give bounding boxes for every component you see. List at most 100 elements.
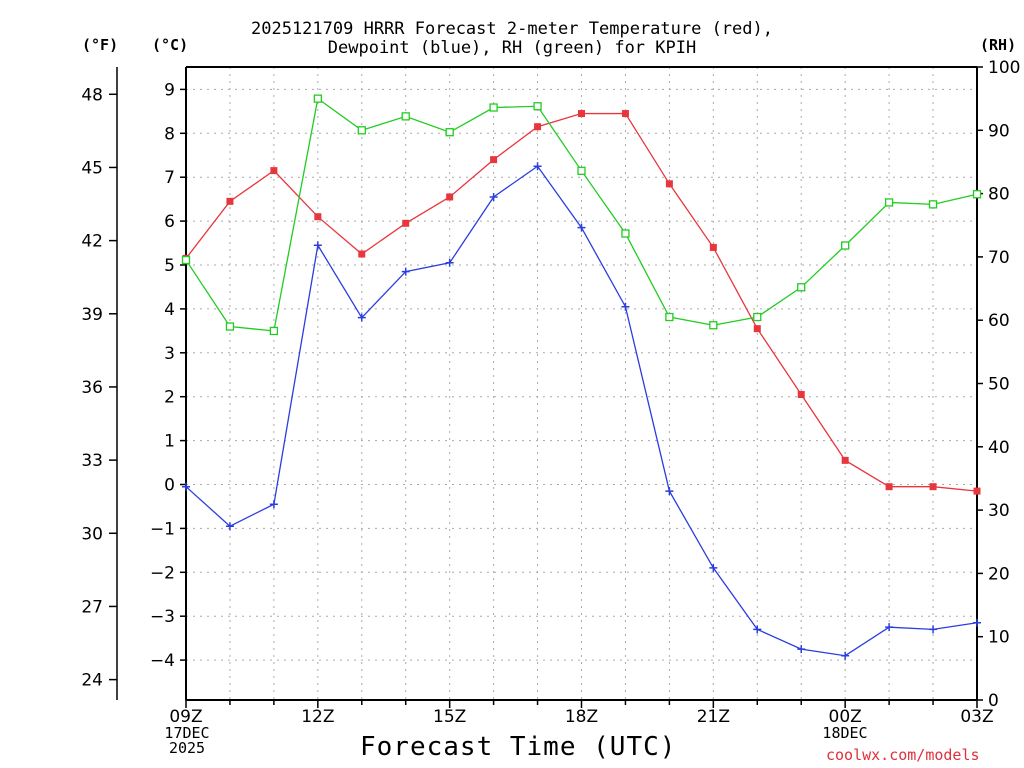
rh-point xyxy=(181,255,191,265)
fahrenheit-tick-label: 39 xyxy=(81,305,103,325)
fahrenheit-tick-label: 33 xyxy=(81,451,103,471)
rh-point xyxy=(928,200,938,209)
dewpoint-point xyxy=(753,625,762,634)
celsius-tick-label: 3 xyxy=(164,344,175,364)
rh-tick-label: 80 xyxy=(988,185,1010,205)
x-tick-label: 00Z xyxy=(829,707,862,727)
fahrenheit-unit-label: (°F) xyxy=(82,36,119,54)
temperature-point xyxy=(534,123,542,131)
rh-point xyxy=(445,128,454,137)
rh-tick-label: 30 xyxy=(988,501,1010,521)
dewpoint-point xyxy=(929,625,938,634)
dewpoint-point xyxy=(269,500,278,509)
temperature-point xyxy=(973,487,981,495)
dewpoint-point xyxy=(885,623,894,632)
dewpoint-point xyxy=(357,313,366,322)
celsius-tick-label: 4 xyxy=(164,300,175,320)
rh-point xyxy=(225,322,235,331)
fahrenheit-tick-label: 27 xyxy=(81,597,103,617)
celsius-tick-label: 2 xyxy=(164,388,175,408)
temperature-point xyxy=(226,197,234,205)
temperature-point xyxy=(490,156,498,164)
start-date-day: 17DEC xyxy=(164,724,210,742)
rh-tick-label: 60 xyxy=(988,311,1010,331)
mid-date-day: 18DEC xyxy=(822,724,868,742)
dewpoint-point xyxy=(401,267,410,276)
x-tick-label: 18Z xyxy=(565,707,598,727)
temperature-point xyxy=(358,250,366,258)
celsius-tick-label: 0 xyxy=(164,476,175,496)
rh-unit-label: (RH) xyxy=(980,36,1017,54)
rh-point xyxy=(313,94,322,103)
dewpoint-point xyxy=(313,241,322,250)
rh-point xyxy=(797,283,806,292)
rh-tick-label: 90 xyxy=(988,121,1010,141)
temperature-point xyxy=(402,219,410,227)
rh-tick-label: 50 xyxy=(988,375,1010,395)
rh-point xyxy=(709,321,718,330)
chart-title-line2: Dewpoint (blue), RH (green) for KPIH xyxy=(327,38,697,58)
temperature-point xyxy=(270,167,278,175)
temperature-point xyxy=(314,213,322,221)
fahrenheit-tick-label: 30 xyxy=(81,524,103,544)
dewpoint-point xyxy=(533,162,542,171)
x-tick-label: 09Z xyxy=(169,707,202,727)
temperature-point xyxy=(709,243,717,251)
rh-tick-label: 100 xyxy=(988,58,1020,78)
rh-point xyxy=(841,241,850,250)
dewpoint-point xyxy=(182,482,190,491)
x-axis-title: Forecast Time (UTC) xyxy=(360,732,677,762)
temperature-point xyxy=(446,193,454,201)
rh-point xyxy=(401,112,410,121)
x-tick-label: 12Z xyxy=(301,707,334,727)
x-tick-label: 15Z xyxy=(433,707,466,727)
rh-point xyxy=(533,102,542,111)
rh-tick-label: 0 xyxy=(988,691,999,711)
dewpoint-point xyxy=(445,258,454,267)
celsius-tick-label: −2 xyxy=(150,563,175,583)
credit-link[interactable]: coolwx.com/models xyxy=(826,746,980,764)
dewpoint-point xyxy=(709,563,718,572)
celsius-tick-label: −4 xyxy=(150,651,175,671)
chart-title-line1: 2025121709 HRRR Forecast 2-meter Tempera… xyxy=(251,19,773,39)
celsius-tick-label: 9 xyxy=(164,80,175,100)
rh-point xyxy=(577,166,586,175)
fahrenheit-tick-label: 42 xyxy=(81,232,103,252)
fahrenheit-tick-label: 48 xyxy=(81,85,103,105)
celsius-tick-label: −3 xyxy=(150,607,175,627)
start-date-year: 2025 xyxy=(168,739,206,757)
rh-point xyxy=(357,126,366,135)
fahrenheit-tick-label: 24 xyxy=(81,671,103,691)
x-tick-label: 21Z xyxy=(697,707,730,727)
rh-point xyxy=(269,326,279,336)
dewpoint-point xyxy=(621,302,630,311)
dewpoint-point xyxy=(973,618,981,627)
rh-point xyxy=(665,312,674,322)
temperature-point xyxy=(665,180,673,188)
celsius-unit-label: (°C) xyxy=(152,36,189,54)
dewpoint-point xyxy=(797,645,806,654)
rh-point xyxy=(621,229,630,238)
dewpoint-point xyxy=(225,522,234,531)
temperature-point xyxy=(621,110,629,118)
rh-tick-label: 70 xyxy=(988,248,1010,268)
rh-tick-label: 10 xyxy=(988,628,1010,648)
celsius-tick-label: 6 xyxy=(164,212,175,232)
celsius-tick-label: −1 xyxy=(150,519,175,539)
dewpoint-point xyxy=(841,651,850,660)
rh-tick-label: 40 xyxy=(988,438,1010,458)
temperature-point xyxy=(753,325,761,333)
rh-tick-label: 20 xyxy=(988,564,1010,584)
celsius-tick-label: 8 xyxy=(164,124,175,144)
fahrenheit-tick-label: 45 xyxy=(81,158,103,178)
rh-point xyxy=(753,312,762,322)
rh-point xyxy=(972,190,982,199)
dewpoint-point xyxy=(489,192,498,201)
celsius-tick-label: 1 xyxy=(164,432,175,452)
rh-point xyxy=(884,198,894,207)
dewpoint-point xyxy=(577,223,586,232)
temperature-point xyxy=(578,110,585,118)
temperature-point xyxy=(885,483,893,491)
celsius-tick-label: 5 xyxy=(164,256,175,276)
